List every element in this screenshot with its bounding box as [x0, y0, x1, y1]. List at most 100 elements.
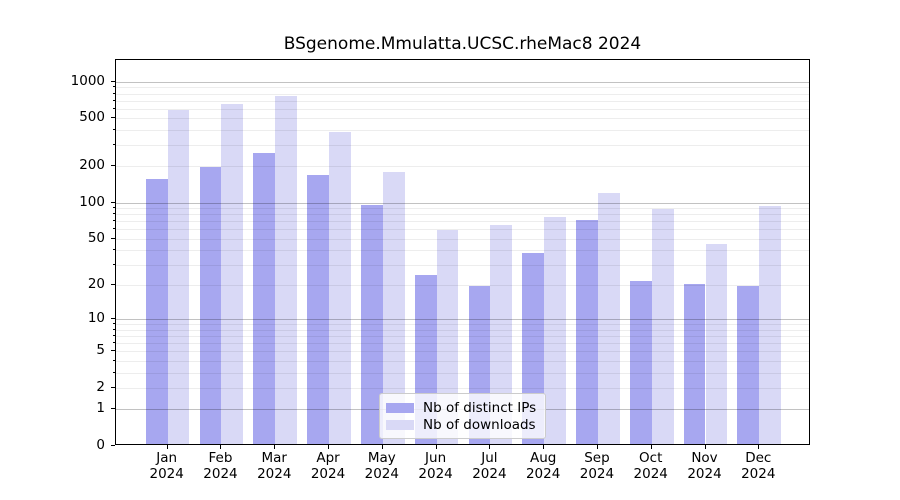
x-tick: [650, 445, 652, 449]
y-tick: [111, 284, 115, 286]
y-minor-tick: [113, 263, 115, 265]
bar-nb-of-distinct-ips-mar: [253, 152, 276, 444]
y-minor-tick: [113, 107, 115, 109]
gridline-minor: [116, 214, 809, 216]
gridline-minor: [116, 324, 809, 326]
bar-nb-of-distinct-ips-jan: [145, 179, 168, 444]
bar-nb-of-downloads-feb: [221, 103, 244, 444]
x-tick: [381, 445, 383, 449]
y-minor-tick: [113, 99, 115, 101]
y-tick-label: 0: [96, 436, 105, 453]
gridline-minor: [116, 145, 809, 147]
y-tick: [111, 237, 115, 239]
y-tick: [111, 117, 115, 119]
bar-nb-of-downloads-dec: [759, 206, 782, 444]
bar-nb-of-distinct-ips-nov: [683, 283, 706, 444]
bar-nb-of-distinct-ips-may: [361, 205, 383, 444]
bar-nb-of-downloads-mar: [275, 96, 298, 444]
y-minor-tick: [113, 213, 115, 215]
x-tick: [704, 445, 706, 449]
y-tick: [111, 165, 115, 167]
gridline-minor: [116, 264, 809, 266]
plot-area: [115, 59, 810, 445]
x-tick-label-oct: Oct 2024: [619, 450, 683, 482]
x-tick-label-year: 2024: [741, 466, 776, 482]
gridline-minor: [116, 221, 809, 223]
x-tick: [596, 445, 598, 449]
x-tick-label-dec: Dec 2024: [726, 450, 790, 482]
x-tick-label-year: 2024: [633, 466, 668, 482]
gridline-minor: [116, 360, 809, 362]
gridline-minor: [116, 100, 809, 102]
y-minor-tick: [113, 128, 115, 130]
gridline-minor: [116, 250, 809, 252]
gridline-major: [116, 81, 809, 83]
x-tick-label-sep: Sep 2024: [565, 450, 629, 482]
y-tick-label: 10: [87, 310, 105, 327]
x-tick-label-feb: Feb 2024: [188, 450, 252, 482]
y-minor-tick: [113, 335, 115, 337]
y-tick: [111, 386, 115, 388]
y-minor-tick: [113, 359, 115, 361]
y-tick: [111, 80, 115, 82]
bar-nb-of-downloads-oct: [651, 208, 674, 444]
y-minor-tick: [113, 144, 115, 146]
x-tick-label-aug: Aug 2024: [511, 450, 575, 482]
x-tick-label-year: 2024: [579, 466, 615, 482]
x-tick: [435, 445, 437, 449]
legend-swatch-distinct-ips: [386, 402, 414, 413]
bar-nb-of-distinct-ips-apr: [307, 174, 330, 444]
x-tick: [274, 445, 276, 449]
gridline-major: [116, 319, 809, 321]
legend-item-downloads: Nb of downloads: [386, 416, 538, 433]
gridline-minor: [116, 336, 809, 338]
x-tick-label-may: May 2024: [350, 450, 414, 482]
y-tick-label: 20: [87, 276, 105, 293]
x-tick-label-apr: Apr 2024: [296, 450, 360, 482]
gridline-minor: [116, 387, 809, 389]
y-tick: [111, 444, 115, 446]
y-tick: [111, 408, 115, 409]
y-tick-label: 5: [96, 342, 105, 359]
y-tick: [111, 350, 115, 352]
legend-label-downloads: Nb of downloads: [423, 416, 536, 433]
x-tick: [220, 445, 222, 449]
x-tick-label-year: 2024: [310, 466, 346, 482]
gridline-minor: [116, 343, 809, 345]
y-tick-label: 2: [96, 378, 105, 395]
y-minor-tick: [113, 249, 115, 251]
y-minor-tick: [113, 328, 115, 330]
gridline-major: [116, 202, 809, 204]
x-tick: [543, 445, 545, 449]
y-tick-label: 1000: [70, 72, 105, 89]
y-tick-label: 500: [79, 109, 105, 126]
gridline-minor: [116, 129, 809, 131]
x-tick-label-mar: Mar 2024: [242, 450, 306, 482]
bar-nb-of-distinct-ips-oct: [629, 281, 652, 444]
legend-item-distinct-ips: Nb of distinct IPs: [386, 399, 538, 416]
bar-nb-of-downloads-jul: [490, 225, 513, 444]
gridline-minor: [116, 229, 809, 231]
x-tick-label-year: 2024: [149, 466, 184, 482]
y-tick-label: 200: [79, 157, 105, 174]
gridline-minor: [116, 108, 809, 110]
gridline-minor: [116, 285, 809, 287]
x-tick-label-jul: Jul 2024: [457, 450, 521, 482]
bar-nb-of-downloads-jun: [436, 230, 459, 444]
y-minor-tick: [113, 228, 115, 230]
y-tick-label: 100: [79, 193, 105, 210]
bar-nb-of-distinct-ips-dec: [737, 286, 760, 444]
y-minor-tick: [113, 86, 115, 88]
x-tick-label-year: 2024: [687, 466, 722, 482]
y-minor-tick: [113, 220, 115, 222]
legend: Nb of distinct IPs Nb of downloads: [379, 393, 546, 439]
bar-nb-of-downloads-apr: [329, 132, 351, 444]
x-tick-label-jan: Jan 2024: [135, 450, 199, 482]
bar-nb-of-downloads-nov: [705, 243, 728, 444]
x-tick: [489, 445, 491, 449]
x-tick-label-year: 2024: [418, 466, 453, 482]
gridline-minor: [116, 87, 809, 89]
x-tick-label-year: 2024: [472, 466, 507, 482]
x-tick-label-year: 2024: [525, 466, 561, 482]
